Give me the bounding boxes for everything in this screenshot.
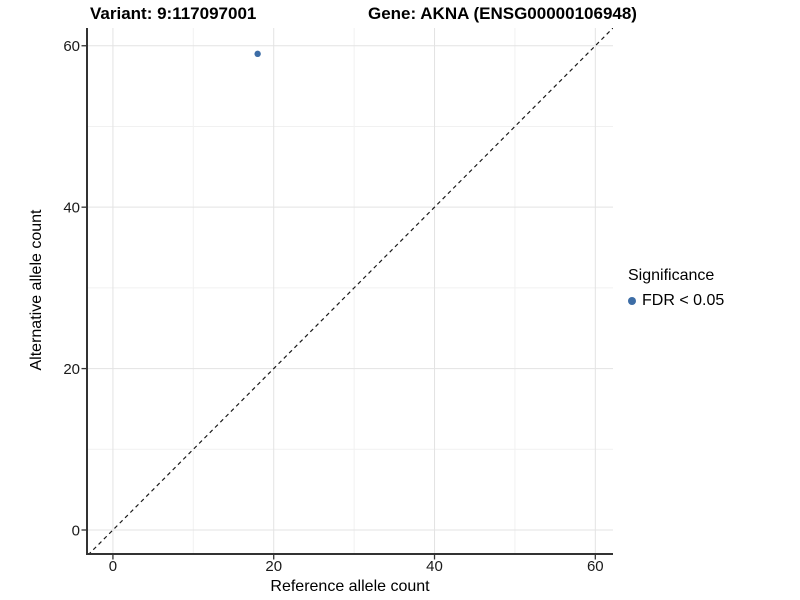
plot-title-gene: Gene: AKNA (ENSG00000106948) (368, 4, 637, 23)
legend-item-label: FDR < 0.05 (642, 292, 725, 309)
legend-title: Significance (628, 267, 715, 284)
data-point (254, 50, 261, 58)
plot-title-variant: Variant: 9:117097001 (90, 4, 257, 23)
x-tick-label: 20 (265, 558, 282, 575)
x-tick-label: 40 (426, 558, 443, 575)
y-tick-label: 20 (63, 361, 80, 378)
legend-item: FDR < 0.05 (628, 292, 724, 310)
y-tick-label: 60 (63, 38, 80, 55)
legend-point-swatch (628, 297, 636, 305)
x-tick-label: 0 (109, 558, 117, 575)
x-tick-label: 60 (587, 558, 604, 575)
x-axis-title: Reference allele count (270, 578, 430, 595)
y-tick-label: 0 (72, 522, 80, 539)
y-axis-title: Alternative allele count (28, 209, 45, 371)
legend: Significance FDR < 0.05 (628, 266, 724, 310)
y-tick-label: 40 (63, 199, 80, 216)
identity-line (89, 28, 613, 553)
